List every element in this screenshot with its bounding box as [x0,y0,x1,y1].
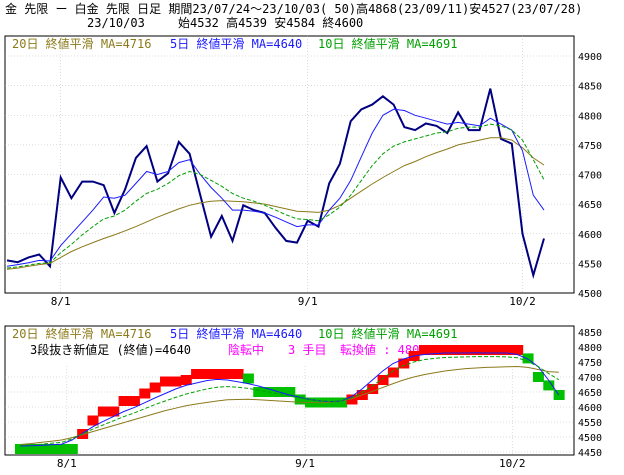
bottom-legend-ma10: 10日 終値平滑 MA=4691 [318,326,457,341]
renko-brick [15,444,26,454]
renko-brick [35,444,47,454]
renko-brick [387,367,399,378]
renko-brick [460,345,472,355]
renko-brick [160,376,172,387]
renko-brick [87,415,99,426]
bottom-x-tick-label: 9/1 [295,457,315,470]
renko-brick [501,345,513,355]
renko-brick [118,396,130,406]
renko-brick [46,444,58,454]
renko-brick [139,388,151,399]
top-y-tick-label: 4550 [578,259,602,270]
renko-brick [97,406,109,417]
renko-brick [418,345,430,355]
renko-turn: 転換値 : 4802 [340,342,427,357]
renko-brick [232,369,244,379]
renko-brick [294,394,306,405]
renko-brick [532,372,544,382]
top-legend-ma20: 20日 終値平滑 MA=4716 [12,36,151,51]
renko-brick [512,345,524,355]
bottom-y-tick-label: 4600 [578,403,602,414]
top-x-tick-label: 10/2 [509,295,536,308]
top-panel-frame [4,35,575,294]
bottom-legend-ma5: 5日 終値平滑 MA=4640 [170,326,302,341]
bottom-y-tick-label: 4650 [578,388,602,399]
renko-count: 3 手目 [288,343,326,357]
top-series-price [6,88,545,279]
top-x-tick-label: 8/1 [51,295,71,308]
top-y-tick-label: 4500 [578,289,602,300]
renko-brick [470,345,482,355]
top-x-tick-label: 9/1 [298,295,318,308]
renko-brick [398,358,410,369]
renko-brick [346,394,358,405]
renko-state: 陰転中 [228,342,264,357]
bottom-series-ma5 [20,352,560,447]
renko-brick [284,387,296,397]
top-series-ma10 [6,123,545,269]
chart-header-ohlc: 始4532 高4539 安4584 終4600 [178,16,364,30]
bottom-y-tick-label: 4700 [578,373,602,384]
renko-brick [170,376,182,387]
bottom-x-tick-label: 10/2 [499,457,526,470]
renko-brick [553,390,565,400]
bottom-y-tick-label: 4450 [578,448,602,459]
bottom-x-tick-label: 8/1 [57,457,77,470]
top-legend-ma5: 5日 終値平滑 MA=4640 [170,36,302,51]
renko-brick [377,375,389,385]
renko-brick [211,369,223,379]
renko-brick [222,369,234,379]
renko-brick [128,396,140,406]
renko-brick [25,444,37,454]
bottom-series-ma20 [20,365,559,445]
renko-brick [336,397,348,408]
top-legend-ma10: 10日 終値平滑 MA=4691 [318,36,457,51]
top-y-tick-label: 4750 [578,141,602,152]
renko-brick [481,345,493,355]
bottom-y-tick-label: 4750 [578,358,602,369]
renko-brick [367,384,379,394]
renko-brick [108,406,120,417]
renko-brick [253,387,265,397]
renko-brick [491,345,503,355]
chart-header-date: 23/10/03 [87,16,145,30]
renko-brick [191,369,203,379]
top-y-tick-label: 4600 [578,230,602,241]
bottom-y-tick-label: 4800 [578,343,602,354]
top-y-tick-label: 4800 [578,111,602,122]
top-series-ma20 [6,137,545,270]
renko-brick [56,444,68,454]
chart-header-title: 金 先限 ー 白金 先限 日足 期間23/07/24～23/10/03( 50)… [5,2,583,16]
bottom-y-tick-label: 4850 [578,328,602,339]
renko-brick [180,375,192,385]
renko-brick [543,380,555,391]
renko-brick [242,373,254,384]
renko-brick [522,353,534,364]
renko-brick [429,345,441,355]
top-y-tick-label: 4650 [578,200,602,211]
bottom-series-ma10 [20,356,560,446]
renko-title: 3段抜き新値足 (終値)=4640 [30,342,191,357]
renko-brick [66,444,78,454]
renko-brick [439,345,451,355]
top-y-tick-label: 4900 [578,52,602,63]
top-y-tick-label: 4700 [578,171,602,182]
renko-brick [201,369,213,379]
renko-brick [149,382,161,393]
bottom-legend-ma20: 20日 終値平滑 MA=4716 [12,326,151,341]
renko-brick [450,345,462,355]
top-series-ma5 [6,108,545,267]
bottom-y-tick-label: 4550 [578,418,602,429]
bottom-y-tick-label: 4500 [578,433,602,444]
top-y-tick-label: 4850 [578,82,602,93]
